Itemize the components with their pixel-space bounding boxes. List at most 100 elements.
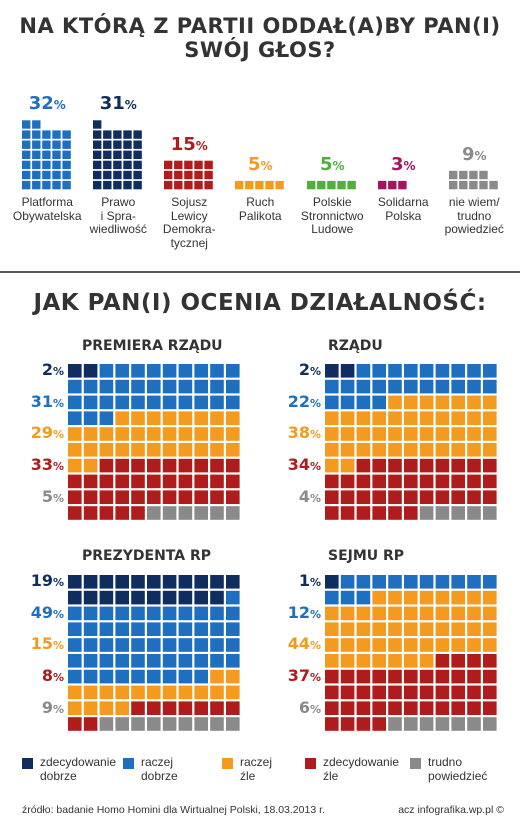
party-square xyxy=(42,170,51,180)
waffle-square xyxy=(404,395,418,410)
waffle-percent: 6% xyxy=(298,697,321,717)
waffle-square xyxy=(226,490,240,504)
waffle-square xyxy=(68,669,82,684)
waffle-square xyxy=(131,575,145,589)
waffle-square xyxy=(325,606,339,621)
waffle-square xyxy=(325,458,339,473)
waffle-square xyxy=(419,717,434,731)
party-square xyxy=(32,140,41,149)
waffle-square xyxy=(483,654,497,668)
waffle-square xyxy=(404,638,418,652)
waffle-square xyxy=(68,443,82,457)
waffle-percent: 2% xyxy=(41,360,64,379)
waffle-square xyxy=(435,395,450,410)
waffle-square xyxy=(467,395,481,410)
waffle-square xyxy=(467,606,481,621)
party-square xyxy=(22,170,31,180)
party-square xyxy=(42,150,51,159)
waffle-square xyxy=(162,458,177,473)
waffle-square xyxy=(131,379,145,394)
waffle-square xyxy=(372,364,386,378)
waffle-square xyxy=(451,379,465,394)
waffle-square xyxy=(83,411,98,425)
waffle-square xyxy=(162,638,177,652)
waffle-square xyxy=(372,379,386,394)
waffle-square xyxy=(404,411,418,425)
waffle-square xyxy=(404,506,418,520)
waffle-square xyxy=(99,395,114,410)
waffle-square xyxy=(178,654,193,668)
party-square xyxy=(164,180,173,190)
waffle-square xyxy=(451,411,465,425)
waffle-square xyxy=(131,622,145,636)
party-square xyxy=(52,150,61,159)
waffle-square xyxy=(162,654,177,668)
waffle-square xyxy=(419,669,434,684)
waffle-square xyxy=(178,474,193,489)
waffle-square xyxy=(419,575,434,589)
waffle-square xyxy=(372,411,386,425)
party-square xyxy=(317,180,326,190)
waffle-square xyxy=(419,654,434,668)
party-square xyxy=(174,170,183,180)
waffle-square xyxy=(131,395,145,410)
waffle-square xyxy=(340,685,355,700)
waffle-square xyxy=(451,590,465,605)
waffle-square xyxy=(162,506,177,520)
party-square xyxy=(449,170,458,180)
waffle-square xyxy=(210,364,224,378)
waffle-square xyxy=(194,638,208,652)
waffle-square xyxy=(372,490,386,504)
waffle-square xyxy=(356,364,371,378)
waffle-square xyxy=(388,669,402,684)
waffle-square xyxy=(147,575,161,589)
waffle-square xyxy=(419,379,434,394)
waffle-square xyxy=(83,443,98,457)
waffle-square xyxy=(372,606,386,621)
waffle-square xyxy=(115,364,129,378)
waffle-square xyxy=(388,575,402,589)
waffle-square xyxy=(356,575,371,589)
waffle-square xyxy=(451,622,465,636)
waffle-square xyxy=(210,717,224,731)
waffle-square xyxy=(388,490,402,504)
waffle-square xyxy=(226,717,240,731)
waffle-square xyxy=(356,685,371,700)
waffle-square xyxy=(435,717,450,731)
waffle-square xyxy=(68,490,82,504)
waffle-square xyxy=(451,443,465,457)
waffle-square xyxy=(162,443,177,457)
credit-note: acz infografika.wp.pl © xyxy=(398,804,504,816)
waffle-square xyxy=(115,474,129,489)
waffle-square xyxy=(372,506,386,520)
waffle-square xyxy=(325,638,339,652)
legend-swatch xyxy=(410,758,421,769)
waffle-square xyxy=(115,622,129,636)
waffle-square xyxy=(147,590,161,605)
waffle-square xyxy=(340,395,355,410)
party-square xyxy=(93,160,102,170)
waffle-percent: 33% xyxy=(30,455,64,475)
waffle-square xyxy=(68,364,82,378)
waffle-square xyxy=(372,685,386,700)
waffle-square xyxy=(194,395,208,410)
party-square xyxy=(194,170,203,180)
party-square xyxy=(123,180,132,190)
waffle-square xyxy=(356,654,371,668)
waffle-square xyxy=(99,638,114,652)
waffle-square xyxy=(404,622,418,636)
waffle-square xyxy=(194,669,208,684)
waffle-square xyxy=(210,506,224,520)
waffle-square xyxy=(194,622,208,636)
waffle-square xyxy=(356,474,371,489)
waffle-square xyxy=(226,685,240,700)
waffle-percent: 49% xyxy=(30,602,64,622)
waffle-square xyxy=(419,458,434,473)
waffle-square xyxy=(99,717,114,731)
waffle-square xyxy=(435,458,450,473)
party-square xyxy=(449,180,458,190)
waffle-square xyxy=(435,638,450,652)
waffle-square xyxy=(372,654,386,668)
waffle-square xyxy=(388,458,402,473)
waffle-percent: 12% xyxy=(287,602,321,622)
